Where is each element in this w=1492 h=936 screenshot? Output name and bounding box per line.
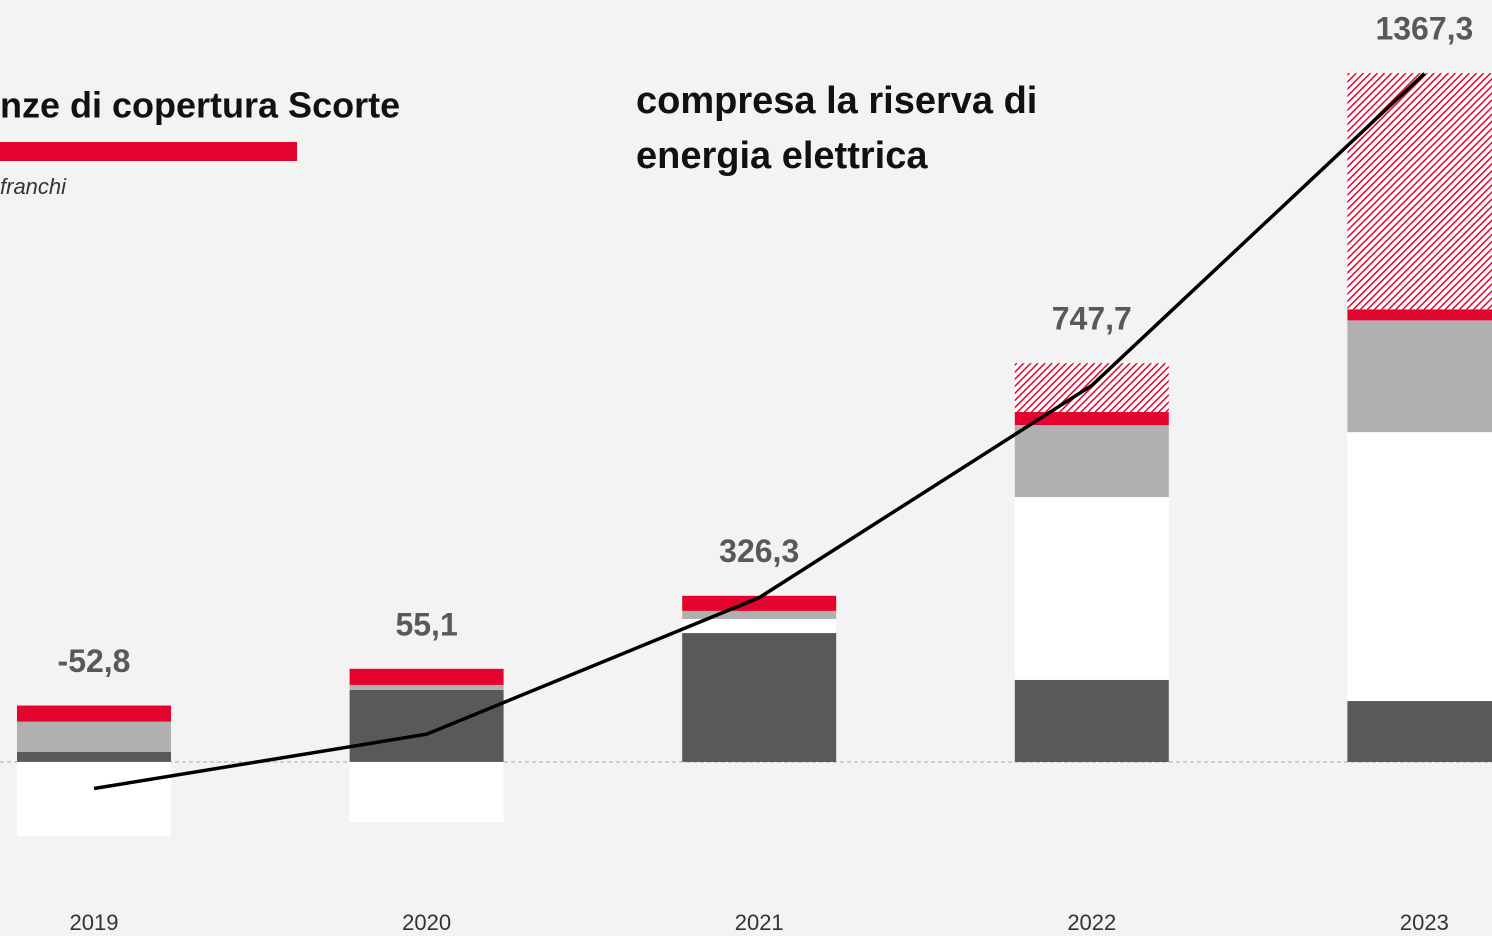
line bbox=[93, 72, 1426, 791]
bar-segment bbox=[17, 761, 171, 836]
value-label: 1367,3 bbox=[1375, 11, 1473, 47]
bar-segment bbox=[1347, 432, 1492, 702]
x-tick-label: 2021 bbox=[735, 910, 784, 935]
x-tick-label: 2022 bbox=[1067, 910, 1116, 935]
bar-segment bbox=[349, 761, 504, 822]
bar-segment bbox=[1347, 320, 1492, 433]
annotation: energia elettrica bbox=[636, 135, 928, 177]
bar-segment bbox=[17, 751, 171, 762]
bar-segment bbox=[682, 618, 837, 634]
annotation: compresa la riserva di bbox=[636, 80, 1037, 122]
value-label: 326,3 bbox=[719, 533, 799, 569]
bar-segment bbox=[17, 705, 171, 722]
bar-segment bbox=[1014, 363, 1169, 413]
bar-segment bbox=[1014, 425, 1169, 498]
bar-segment bbox=[1014, 412, 1169, 426]
title-accent bbox=[0, 142, 297, 161]
bar-segment bbox=[349, 668, 504, 685]
bar-segment bbox=[682, 610, 837, 619]
bar-segment bbox=[349, 689, 504, 762]
bar-segment bbox=[1014, 679, 1169, 762]
subtitle: franchi bbox=[0, 174, 67, 199]
bar-segment bbox=[1347, 73, 1492, 310]
x-tick-label: 2020 bbox=[402, 910, 451, 935]
bar-segment bbox=[1347, 701, 1492, 762]
bar-segment bbox=[682, 595, 837, 611]
bar-segment bbox=[349, 684, 504, 690]
value-label: 747,7 bbox=[1052, 301, 1132, 337]
chart-title: nze di copertura Scorte bbox=[0, 85, 400, 126]
bar-segment bbox=[1014, 497, 1169, 680]
value-label: 55,1 bbox=[395, 606, 457, 642]
bar-segment bbox=[682, 633, 837, 762]
bar-segment bbox=[17, 721, 171, 752]
bar-segment bbox=[1347, 309, 1492, 321]
x-tick-label: 2023 bbox=[1400, 910, 1449, 935]
x-tick-label: 2019 bbox=[70, 910, 119, 935]
value-label: -52,8 bbox=[58, 643, 131, 679]
